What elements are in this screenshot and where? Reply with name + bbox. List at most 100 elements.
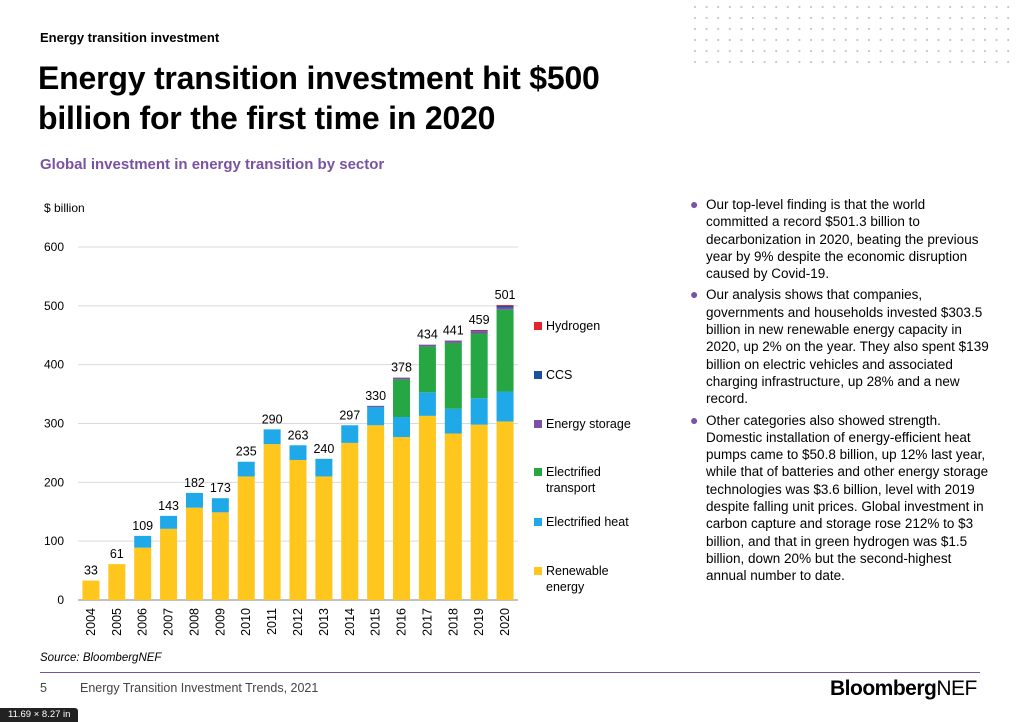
decoration-dot [809,27,813,31]
decoration-dot [763,5,766,9]
bar-total-label: 240 [313,442,334,456]
x-tick-label: 2007 [162,608,176,636]
decoration-dot [960,60,963,64]
bar-segment [496,421,514,600]
bar-segment [444,408,462,434]
decoration-dot [902,27,905,31]
decoration-dot [844,60,847,64]
decoration-dot [949,27,952,31]
bar-total-label: 290 [262,412,283,426]
legend-item: Electrified heat [534,514,646,530]
bar-segment [444,433,462,600]
decoration-dot [763,49,766,53]
bar-segment [237,461,255,477]
y-tick-label: 200 [44,475,64,489]
decoration-dot [809,16,813,20]
decoration-dot [1007,60,1010,64]
x-tick-label: 2011 [265,608,279,635]
decoration-dot [879,16,882,20]
decoration-dot [717,60,720,64]
decoration-dot [902,38,905,42]
decoration-dot [879,60,882,64]
decoration-dot [891,5,894,9]
bar-segment [289,459,307,600]
bar-segment [263,444,281,600]
decoration-dot [925,49,929,53]
decoration-dot [763,16,766,20]
decoration-dot [914,5,917,9]
bar-segment [496,305,514,308]
decoration-dot [775,49,778,53]
source-note: Source: BloombergNEF [40,652,162,664]
page-title: Energy transition investment hit $500 bi… [38,60,600,136]
decoration-dot [983,49,987,53]
decoration-dot [960,27,963,31]
x-tick-label: 2008 [187,608,201,636]
decoration-dot [844,38,847,42]
decoration-dot [972,60,975,64]
decoration-dot [833,16,836,20]
decoration-dot [867,27,871,31]
legend-swatch [534,468,542,476]
finding-bullet: ● Our analysis shows that companies, gove… [690,286,990,407]
decoration-dot [960,16,963,20]
bar-segment [237,476,255,600]
decoration-dot [844,16,847,20]
legend-swatch [534,322,542,330]
bar-segment [211,498,229,513]
decoration-dot [891,60,894,64]
legend-label: Hydrogen [546,319,601,333]
legend-label: Electrified heat [546,515,629,529]
bar-segment [82,580,100,600]
page-number: 5 [40,681,47,695]
decoration-dot [763,27,766,31]
bar-segment [470,398,488,425]
decoration-dot [972,49,975,53]
decoration-dot [693,60,697,64]
bar-segment [470,333,488,399]
legend-label: Energy storage [546,417,631,431]
decoration-dot [983,27,987,31]
bloombergnef-logo: BloombergNEF [830,677,977,701]
decoration-dot [891,38,894,42]
decoration-dot [786,16,789,20]
bar-segment [418,415,436,600]
x-tick-label: 2017 [420,608,434,636]
x-tick-label: 2004 [84,608,98,636]
bar-segment [263,429,281,445]
x-tick-label: 2006 [136,608,150,636]
section-kicker: Energy transition investment [40,30,220,45]
decoration-dot [949,16,952,20]
decoration-dot [995,38,998,42]
decoration-dot [821,16,824,20]
decoration-dot [856,38,859,42]
legend-item: Electrified transport [534,464,646,496]
decoration-dot [879,38,882,42]
findings-list: ● Our top-level finding is that the world… [690,196,990,589]
footer-divider [40,672,980,673]
bar-segment [393,417,411,438]
decoration-dot [867,60,871,64]
bar-segment [418,346,436,393]
bar-total-label: 173 [210,481,231,495]
bar-segment [160,528,178,600]
bar-segment [496,391,514,422]
legend-item: Hydrogen [534,318,646,334]
decoration-dot [775,5,778,9]
bar-total-label: 378 [391,361,412,375]
decoration-dot [798,60,801,64]
decoration-dot [740,60,743,64]
bar-total-label: 501 [495,288,516,302]
decoration-dot [717,38,720,42]
decoration-dot [821,5,824,9]
decoration-dot [856,16,859,20]
y-tick-label: 400 [44,358,64,372]
decoration-dot [763,60,766,64]
legend-swatch [534,567,542,575]
decoration-dot [914,38,917,42]
decoration-dot [751,60,755,64]
decoration-dot [972,27,975,31]
decoration-dot [1007,27,1010,31]
y-tick-label: 0 [57,593,64,607]
decoration-dot [693,16,697,20]
